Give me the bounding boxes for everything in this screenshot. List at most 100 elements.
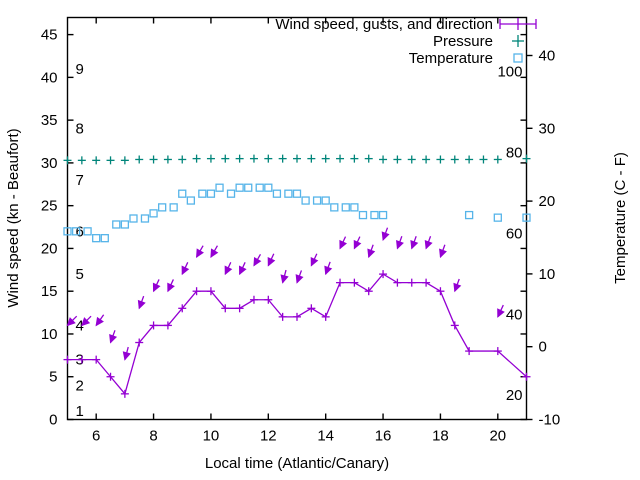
temperature-point <box>100 234 109 243</box>
temperature-point <box>358 210 368 220</box>
x-axis-title: Local time (Atlantic/Canary) <box>205 455 389 472</box>
temperature-point <box>140 214 150 223</box>
gust-arrow-head <box>453 282 462 293</box>
wind-direction-arrows <box>66 227 505 361</box>
temperature-point <box>63 227 72 236</box>
left-tick-label: 40 <box>41 69 58 86</box>
gust-arrow-head <box>66 317 76 327</box>
temperature-point <box>226 189 236 198</box>
gust-arrow-head <box>367 248 376 259</box>
beaufort-label: 7 <box>76 172 84 189</box>
right-fahrenheit-tick-label: 100 <box>497 64 522 81</box>
legend-symbol-wind <box>499 18 537 30</box>
temperature-point <box>350 203 359 212</box>
beaufort-label: 4 <box>76 317 84 334</box>
temperature-point <box>284 189 293 198</box>
temperature-point <box>464 210 474 220</box>
bottom-axis-ticks: 6 8 10 12 14 16 18 20 <box>92 17 506 445</box>
temperature-point <box>206 189 216 198</box>
left-tick-label: 5 <box>49 369 57 386</box>
temperature-point <box>71 227 81 236</box>
left-tick-label: 20 <box>41 240 58 257</box>
temperature-point <box>178 189 187 198</box>
gust-arrow-head <box>152 282 161 293</box>
right-celsius-tick-label: 30 <box>539 120 556 137</box>
bottom-tick-label: 18 <box>432 428 449 445</box>
temperature-point <box>321 196 330 205</box>
temperature-point <box>493 213 502 222</box>
bottom-tick-label: 16 <box>375 428 392 445</box>
legend-label-temperature: Temperature <box>409 50 493 67</box>
gust-arrow-head <box>196 248 204 258</box>
gust-arrow-head <box>95 316 104 327</box>
temperature-point <box>112 220 121 229</box>
right-axis-celsius-ticks: -10 0 10 20 30 40 <box>526 48 560 429</box>
gust-arrow-head <box>137 299 146 310</box>
bottom-tick-label: 20 <box>489 428 506 445</box>
temperature-point <box>255 183 264 192</box>
gust-arrow-head <box>339 239 348 250</box>
right-fahrenheit-tick-label: 60 <box>506 225 523 242</box>
y-axis-right-title: Temperature (C - F) <box>612 152 629 284</box>
left-tick-label: 10 <box>41 326 58 343</box>
right-celsius-tick-label: 20 <box>539 193 556 210</box>
gust-arrow-head <box>424 239 433 250</box>
bottom-tick-label: 8 <box>149 428 157 445</box>
gust-arrow-head <box>253 256 262 267</box>
beaufort-label: 8 <box>76 121 84 138</box>
bottom-tick-label: 6 <box>92 428 100 445</box>
bottom-tick-label: 10 <box>203 428 220 445</box>
gust-arrow-head <box>122 351 131 361</box>
gust-arrow-head <box>324 265 333 276</box>
gust-arrow-head <box>497 308 505 318</box>
temperature-point <box>129 214 138 223</box>
beaufort-label: 9 <box>76 61 84 78</box>
beaufort-label: 5 <box>76 266 84 283</box>
temperature-point <box>292 189 302 198</box>
temperature-point <box>198 189 207 198</box>
bottom-tick-label: 14 <box>317 428 334 445</box>
temperature-point <box>120 220 130 229</box>
temperature-point <box>149 209 158 218</box>
temperature-point <box>158 203 167 212</box>
gust-arrow-head <box>109 334 118 344</box>
beaufort-label: 1 <box>76 403 84 420</box>
temperature-point <box>244 183 253 192</box>
temperature-point <box>378 210 388 220</box>
temperature-point <box>169 203 178 212</box>
gust-arrow-head <box>238 265 247 276</box>
right-fahrenheit-tick-label: 20 <box>506 387 523 404</box>
left-tick-label: 0 <box>49 412 57 429</box>
beaufort-label: 2 <box>76 377 84 394</box>
bottom-tick-label: 12 <box>260 428 277 445</box>
legend-symbol-pressure <box>512 35 524 47</box>
gust-arrow-head <box>224 265 233 276</box>
temperature-point <box>215 183 224 192</box>
left-tick-label: 35 <box>41 112 58 129</box>
gust-arrow-head <box>210 248 219 258</box>
right-axis-fahrenheit-ticks: 20 40 60 80 100 <box>497 64 522 405</box>
gust-arrow-head <box>295 274 304 284</box>
legend-label-wind: Wind speed, gusts, and direction <box>275 16 493 33</box>
temperature-point <box>341 203 350 212</box>
temperature-series <box>63 183 531 243</box>
temperature-point <box>330 203 339 212</box>
gust-arrow-head <box>167 282 175 293</box>
gust-arrow-head <box>410 239 419 250</box>
right-fahrenheit-tick-label: 80 <box>506 145 523 162</box>
plot-area-frame <box>66 16 528 421</box>
temperature-point <box>301 196 310 205</box>
temperature-point <box>272 189 282 198</box>
legend-symbol-temperature <box>513 53 523 63</box>
left-tick-label: 15 <box>41 283 58 300</box>
temperature-point <box>522 213 531 222</box>
gust-arrow-head <box>381 231 390 241</box>
temperature-point <box>186 196 196 205</box>
gust-arrow-head <box>267 256 276 267</box>
temperature-point <box>235 183 244 192</box>
right-fahrenheit-tick-label: 40 <box>506 306 523 323</box>
